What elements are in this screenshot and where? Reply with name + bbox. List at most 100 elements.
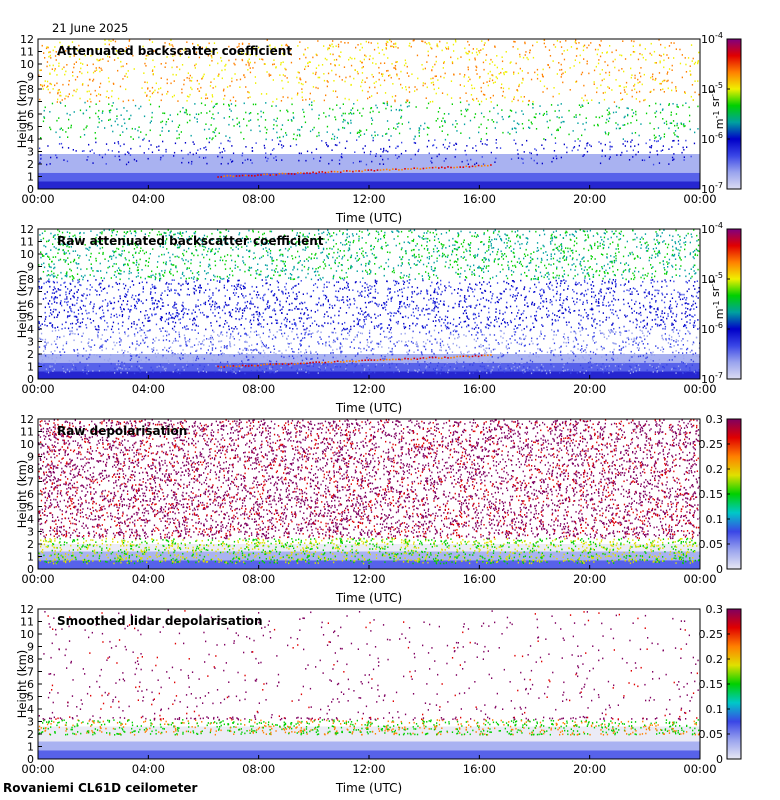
signal-speck [448, 266, 450, 269]
signal-speck [250, 266, 253, 269]
signal-speck [655, 253, 657, 255]
signal-speck [269, 371, 271, 374]
signal-speck [661, 280, 663, 283]
signal-speck [99, 70, 101, 73]
signal-speck [296, 308, 299, 310]
signal-speck [369, 96, 371, 98]
signal-speck [342, 288, 344, 290]
signal-speck [197, 305, 199, 307]
signal-speck [452, 330, 455, 332]
signal-speck [328, 340, 330, 343]
signal-speck [459, 321, 462, 324]
signal-speck [557, 104, 559, 106]
signal-speck [228, 277, 230, 279]
signal-speck [604, 232, 606, 235]
signal-speck [622, 277, 624, 279]
signal-speck [67, 244, 69, 247]
signal-speck [230, 110, 232, 112]
signal-speck [229, 274, 231, 276]
signal-speck [592, 351, 595, 354]
signal-speck [72, 71, 74, 73]
cloud-base-speck [229, 174, 232, 177]
signal-speck [357, 353, 359, 356]
signal-speck [337, 43, 340, 46]
signal-speck [482, 61, 485, 64]
signal-speck [574, 303, 576, 306]
signal-speck [113, 263, 115, 265]
signal-speck [515, 62, 517, 65]
signal-speck [459, 73, 461, 75]
signal-speck [605, 269, 607, 272]
signal-speck [527, 103, 530, 106]
signal-speck [634, 132, 637, 134]
signal-speck [329, 53, 332, 55]
signal-speck [588, 354, 591, 356]
signal-speck [193, 281, 195, 283]
signal-speck [300, 339, 303, 341]
signal-speck [465, 92, 467, 94]
signal-speck [686, 315, 689, 317]
signal-speck [535, 268, 537, 271]
signal-speck [534, 291, 536, 293]
signal-speck [584, 266, 586, 268]
signal-speck [659, 262, 661, 264]
signal-speck [259, 130, 261, 133]
signal-speck [579, 330, 581, 333]
signal-speck [457, 232, 459, 234]
signal-speck [672, 235, 674, 238]
signal-speck [176, 244, 179, 246]
signal-speck [67, 311, 69, 313]
signal-speck [334, 365, 336, 368]
signal-speck [673, 158, 675, 161]
signal-speck [516, 122, 519, 125]
signal-speck [111, 230, 113, 232]
signal-speck [348, 306, 350, 309]
signal-speck [179, 50, 182, 53]
signal-speck [303, 111, 305, 113]
signal-speck [622, 143, 624, 145]
signal-speck [478, 126, 480, 129]
signal-speck [626, 150, 628, 152]
boundary-layer-band [38, 172, 700, 182]
signal-speck [57, 229, 59, 231]
signal-speck [552, 312, 554, 315]
signal-speck [495, 275, 498, 277]
signal-speck [633, 337, 635, 340]
signal-speck [79, 136, 82, 138]
signal-speck [543, 112, 545, 115]
signal-speck [456, 130, 458, 132]
signal-speck [161, 298, 163, 301]
signal-speck [162, 155, 164, 157]
signal-speck [123, 118, 125, 121]
signal-speck [602, 247, 604, 250]
signal-speck [395, 108, 397, 111]
signal-speck [642, 343, 644, 345]
signal-speck [59, 303, 62, 305]
signal-speck [694, 369, 696, 372]
signal-speck [560, 156, 562, 159]
signal-speck [634, 366, 636, 369]
signal-speck [512, 369, 514, 372]
signal-speck [285, 132, 287, 134]
signal-speck [400, 70, 402, 73]
signal-speck [321, 64, 324, 66]
signal-speck [622, 40, 624, 42]
signal-speck [395, 45, 397, 48]
signal-speck [174, 353, 176, 355]
signal-speck [300, 368, 303, 371]
signal-speck [195, 63, 197, 65]
signal-speck [586, 150, 589, 153]
signal-speck [656, 233, 658, 235]
signal-speck [173, 340, 175, 342]
signal-speck [575, 55, 578, 57]
signal-speck [234, 267, 236, 269]
signal-speck [296, 370, 298, 372]
signal-speck [287, 335, 289, 337]
signal-speck [654, 243, 656, 245]
signal-speck [217, 75, 219, 77]
signal-speck [476, 304, 478, 306]
signal-speck [370, 107, 373, 109]
signal-speck [611, 89, 613, 91]
signal-speck [329, 107, 331, 110]
signal-speck [338, 55, 340, 57]
